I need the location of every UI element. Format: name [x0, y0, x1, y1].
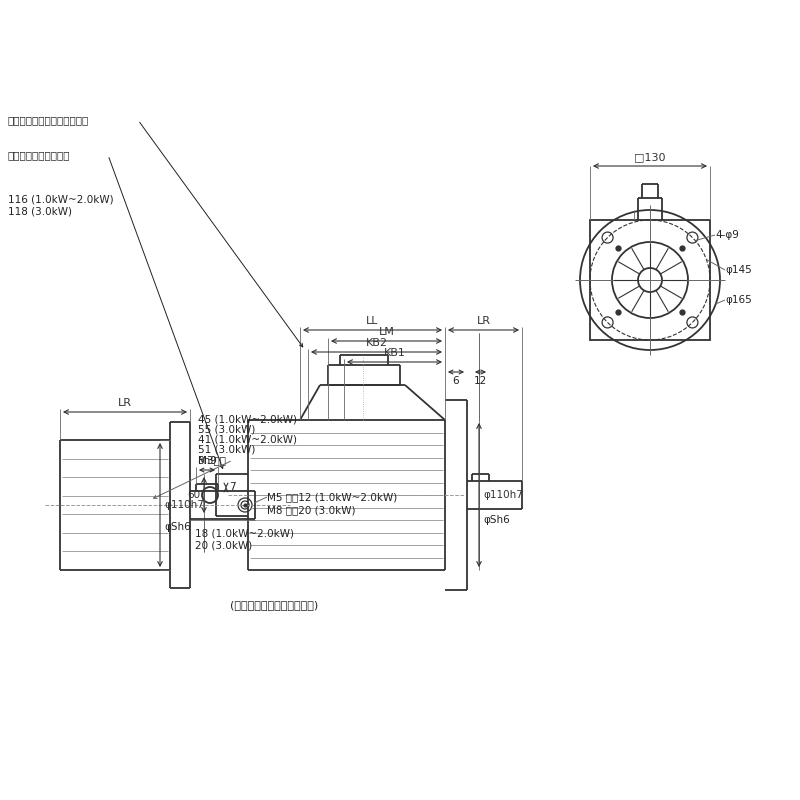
Text: (キー・タップ付き軸端仕様): (キー・タップ付き軸端仕様) — [230, 600, 318, 610]
Text: モータ・ブレーキ用コネクタ: モータ・ブレーキ用コネクタ — [8, 115, 90, 125]
Text: M3貫通: M3貫通 — [198, 455, 226, 465]
Text: KB1: KB1 — [383, 348, 406, 358]
Text: 8h9: 8h9 — [197, 456, 217, 466]
Text: φ165: φ165 — [725, 295, 752, 305]
Text: 51 (3.0kW): 51 (3.0kW) — [198, 445, 255, 455]
Text: KB2: KB2 — [366, 338, 387, 348]
Text: 116 (1.0kW~2.0kW): 116 (1.0kW~2.0kW) — [8, 195, 114, 205]
Text: □130: □130 — [634, 152, 666, 162]
Text: LR: LR — [118, 398, 132, 408]
Text: LR: LR — [477, 316, 490, 326]
Text: LL: LL — [366, 316, 378, 326]
Text: φ110h7: φ110h7 — [483, 490, 523, 500]
Text: φSh6: φSh6 — [483, 515, 510, 525]
Text: 55 (3.0kW): 55 (3.0kW) — [198, 425, 255, 435]
Text: φ145: φ145 — [725, 265, 752, 275]
Text: エンコーダ用コネクタ: エンコーダ用コネクタ — [8, 150, 70, 160]
Text: 6: 6 — [453, 376, 459, 386]
Text: M5 深さ12 (1.0kW~2.0kW): M5 深さ12 (1.0kW~2.0kW) — [267, 492, 398, 502]
Text: 41 (1.0kW~2.0kW): 41 (1.0kW~2.0kW) — [198, 435, 297, 445]
Text: 12: 12 — [474, 376, 487, 386]
Text: LM: LM — [378, 327, 394, 337]
Text: 45 (1.0kW~2.0kW): 45 (1.0kW~2.0kW) — [198, 415, 297, 425]
Text: 7: 7 — [229, 482, 236, 493]
Text: 118 (3.0kW): 118 (3.0kW) — [8, 207, 72, 217]
Text: 20 (3.0kW): 20 (3.0kW) — [195, 540, 252, 550]
Text: 60: 60 — [187, 490, 200, 500]
Text: 4-φ9: 4-φ9 — [715, 230, 739, 240]
Text: 18 (1.0kW~2.0kW): 18 (1.0kW~2.0kW) — [195, 528, 294, 538]
Text: φ110h7: φ110h7 — [164, 500, 204, 510]
Bar — [590, 220, 710, 340]
Text: M8 深さ20 (3.0kW): M8 深さ20 (3.0kW) — [267, 505, 355, 515]
Text: φSh6: φSh6 — [164, 522, 190, 532]
